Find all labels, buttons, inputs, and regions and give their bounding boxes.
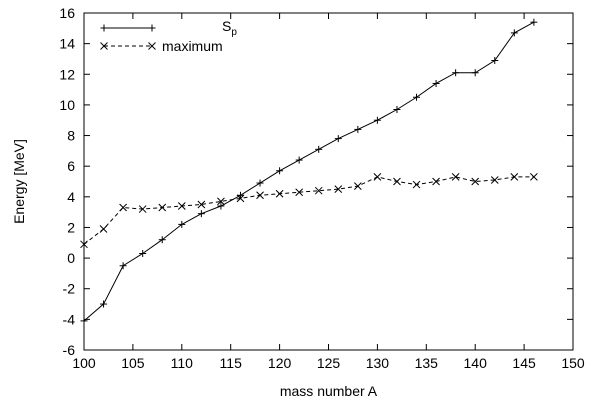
data-point [275, 189, 284, 198]
data-point [217, 197, 225, 206]
y-tick-label: 12 [59, 66, 75, 82]
y-tick-label: 6 [67, 158, 75, 174]
x-tick-label: 140 [464, 355, 488, 371]
data-point [217, 202, 225, 210]
plot-frame [83, 12, 574, 351]
data-point [178, 220, 186, 228]
data-point [119, 262, 127, 270]
data-point [138, 205, 147, 213]
data-point [100, 300, 108, 308]
data-point [99, 225, 108, 233]
y-tick-label: 2 [67, 219, 75, 235]
series-line [83, 176, 534, 245]
legend-label: maximum [162, 38, 223, 54]
data-point [177, 202, 186, 210]
y-tick-label: -2 [63, 281, 76, 297]
x-tick-label: 120 [268, 355, 292, 371]
data-point [393, 177, 401, 186]
legend-label: Sp [222, 18, 237, 38]
data-point [256, 191, 264, 200]
data-point [452, 69, 460, 77]
data-point [197, 210, 205, 218]
data-point [80, 240, 88, 249]
x-tick-label: 100 [72, 355, 96, 371]
legend-sample-marker [100, 42, 108, 50]
legend-sample-marker [148, 42, 156, 50]
data-point [80, 317, 88, 325]
data-point [373, 116, 381, 124]
y-tick-label: 10 [59, 97, 75, 113]
data-point [119, 203, 127, 212]
data-point [334, 135, 342, 143]
x-tick-label: 130 [366, 355, 390, 371]
x-tick-label: 115 [220, 355, 243, 371]
x-tick-label: 150 [561, 355, 585, 371]
data-point [432, 177, 440, 186]
data-point [256, 179, 264, 187]
data-point [490, 176, 499, 184]
legend-sample-marker [148, 24, 156, 32]
y-tick-label: 8 [67, 128, 75, 144]
data-point [315, 145, 323, 153]
axes: 100 105 110 115 120 125 130 135 140 145 150 -6 -4 -2 0… [59, 5, 584, 371]
data-point [314, 186, 323, 195]
legend-sample-marker [100, 24, 108, 32]
y-tick-label: 0 [67, 250, 75, 266]
y-tick-label: 4 [67, 189, 75, 205]
data-point [491, 56, 499, 64]
data-point [353, 182, 362, 190]
data-point [197, 200, 206, 209]
data-point [295, 188, 304, 197]
data-point [510, 173, 519, 181]
data-point [393, 106, 401, 114]
data-point [373, 173, 382, 181]
y-tick-label: -4 [63, 311, 76, 327]
data-point [530, 18, 538, 26]
data-point [236, 191, 244, 199]
y-tick-label: 16 [59, 5, 75, 21]
series-1 [80, 173, 538, 249]
x-tick-label: 125 [317, 355, 341, 371]
data-point [158, 203, 167, 212]
y-tick-label: 14 [59, 36, 75, 52]
data-point [530, 173, 538, 181]
data-point [471, 177, 480, 186]
data-point [276, 167, 284, 175]
data-point [295, 156, 303, 164]
x-tick-label: 135 [415, 355, 439, 371]
x-tick-label: 105 [121, 355, 145, 371]
data-point [139, 249, 147, 257]
series-line [83, 21, 535, 322]
data-point [510, 29, 518, 37]
data-point [471, 69, 479, 77]
x-tick-label: 145 [512, 355, 536, 371]
y-tick-label: -6 [63, 342, 76, 358]
data-point [413, 93, 421, 101]
series-layer [80, 18, 538, 325]
data-point [236, 194, 245, 203]
data-point [432, 79, 440, 87]
data-point [354, 125, 362, 133]
data-point [158, 236, 166, 244]
data-point [412, 180, 421, 189]
x-tick-label: 110 [171, 355, 194, 371]
data-point [451, 173, 460, 181]
y-axis-label: Energy [MeV] [11, 139, 27, 224]
x-axis-label: mass number A [280, 383, 378, 399]
series-0 [80, 18, 538, 325]
data-point [334, 185, 343, 194]
